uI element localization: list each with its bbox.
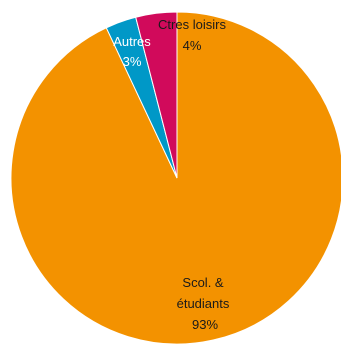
pie-slices xyxy=(10,11,341,344)
slice-percent-scolaires: 93% xyxy=(192,317,218,332)
slice-label-scolaires: Scol. & étudiants xyxy=(177,275,230,311)
slice-label-ctres-loisirs: Ctres loisirs xyxy=(158,17,226,32)
slice-percent-ctres-loisirs: 4% xyxy=(183,38,202,53)
pie-slice-scolaires xyxy=(10,11,341,344)
slice-label-autres: Autres xyxy=(113,34,151,49)
pie-slice-ctres-loisirs xyxy=(135,11,178,179)
pie-labels: Scol. & étudiants 93% Autres 3% Ctres loi… xyxy=(113,17,230,332)
slice-percent-autres: 3% xyxy=(123,54,142,69)
